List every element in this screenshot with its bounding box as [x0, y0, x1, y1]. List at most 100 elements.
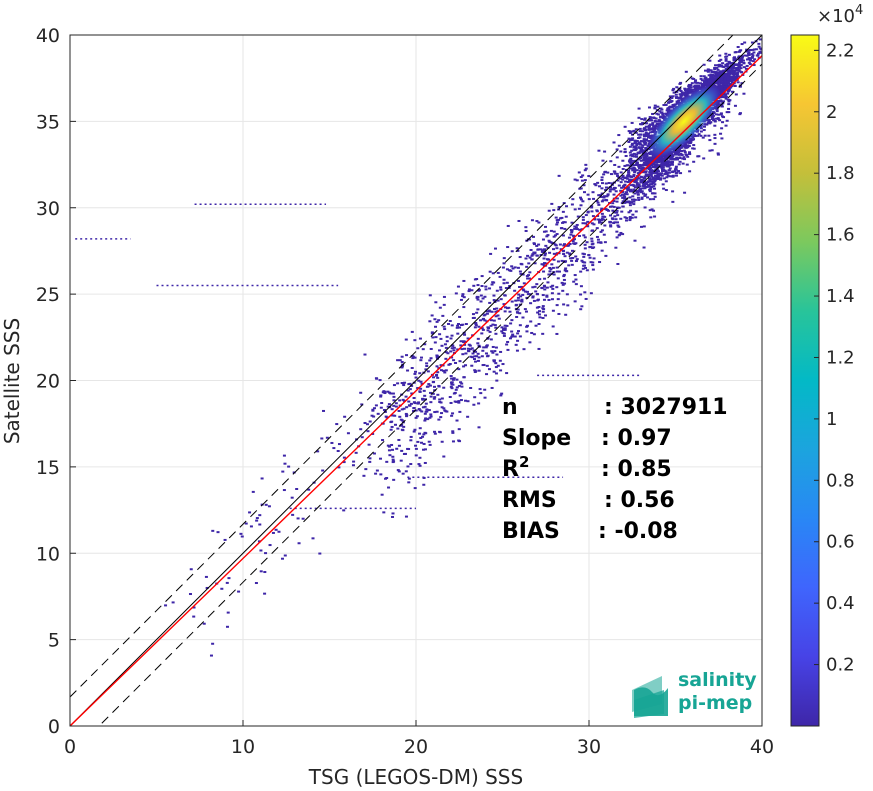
density-cell: [711, 70, 715, 73]
density-cell: [456, 285, 460, 288]
density-cell: [410, 384, 414, 387]
density-cell: [640, 167, 644, 170]
density-cell: [402, 407, 406, 410]
density-cell: [220, 587, 224, 590]
density-cell: [524, 310, 528, 313]
density-cell: [477, 426, 481, 429]
density-cell: [650, 169, 654, 172]
density-cell: [427, 383, 431, 386]
density-cell: [390, 443, 394, 446]
density-cell: [563, 221, 567, 224]
density-cell: [609, 225, 613, 228]
density-cell: [684, 146, 688, 149]
density-cell: [569, 229, 573, 232]
density-cell: [586, 193, 590, 196]
density-cell: [632, 198, 636, 201]
density-cell: [719, 80, 723, 83]
density-cell: [530, 219, 534, 222]
density-cell: [722, 69, 726, 72]
density-cell: [683, 151, 687, 154]
density-cell: [394, 402, 398, 405]
reference-line: [70, 35, 762, 726]
density-cell: [204, 575, 208, 578]
density-cell: [464, 352, 468, 355]
density-cell: [485, 373, 489, 376]
density-cell: [689, 86, 693, 89]
density-cell: [457, 368, 461, 371]
density-cell: [516, 339, 520, 342]
density-cell: [599, 218, 603, 221]
density-cell: [604, 188, 608, 191]
density-cell: [716, 68, 720, 71]
density-cell: [673, 153, 677, 156]
density-cell: [630, 190, 634, 193]
density-cell: [505, 343, 509, 346]
density-cell: [712, 111, 716, 114]
density-cell: [626, 189, 630, 192]
density-cell: [267, 505, 271, 508]
density-cell: [631, 137, 635, 140]
density-cell: [637, 177, 641, 180]
density-cell: [368, 420, 372, 423]
density-cell: [666, 161, 670, 164]
density-cell: [656, 113, 660, 116]
density-cell: [650, 178, 654, 181]
density-cell: [630, 179, 634, 182]
density-cell: [397, 409, 401, 412]
density-cell: [477, 325, 481, 328]
y-tick-label: 30: [36, 198, 60, 220]
density-cell: [486, 329, 490, 332]
density-cell: [651, 122, 655, 125]
density-cell: [651, 130, 655, 133]
density-cell: [661, 183, 665, 186]
density-cell: [282, 489, 286, 492]
density-cell: [567, 244, 571, 247]
density-cell: [454, 361, 458, 364]
density-cell: [419, 380, 423, 383]
density-cell: [397, 470, 401, 473]
density-cell: [706, 122, 710, 125]
density-cell: [733, 85, 737, 88]
density-cell: [643, 150, 647, 153]
density-cell: [644, 156, 648, 159]
density-cell: [416, 387, 420, 390]
density-cell: [419, 436, 423, 439]
density-cell: [720, 78, 724, 81]
density-cell: [611, 218, 615, 221]
density-cell: [615, 209, 619, 212]
density-cell: [513, 289, 517, 292]
density-cell: [448, 363, 452, 366]
density-cell: [406, 465, 410, 468]
density-cell: [444, 351, 448, 354]
density-cell: [476, 359, 480, 362]
density-cell: [562, 273, 566, 276]
density-cell: [518, 303, 522, 306]
density-cell: [428, 416, 432, 419]
density-cell: [697, 133, 701, 136]
density-cell: [392, 384, 396, 387]
density-cell: [708, 149, 712, 152]
density-cell: [564, 215, 568, 218]
density-cell: [707, 118, 711, 121]
density-cell: [755, 54, 759, 57]
density-cell: [494, 332, 498, 335]
density-cell: [635, 153, 639, 156]
density-cell: [467, 288, 471, 291]
density-cell: [474, 360, 478, 363]
density-cell: [635, 183, 639, 186]
density-cell: [653, 119, 657, 122]
density-cell: [660, 166, 664, 169]
density-cell: [573, 178, 577, 181]
density-cell: [612, 141, 616, 144]
density-cell: [561, 250, 565, 253]
density-cell: [473, 396, 477, 399]
density-cell: [631, 169, 635, 172]
density-cell: [736, 75, 740, 78]
density-cell: [584, 266, 588, 269]
density-cell: [713, 66, 717, 69]
density-cell: [451, 378, 455, 381]
density-cell: [396, 359, 400, 362]
density-cell: [580, 305, 584, 308]
density-cell: [506, 246, 510, 249]
